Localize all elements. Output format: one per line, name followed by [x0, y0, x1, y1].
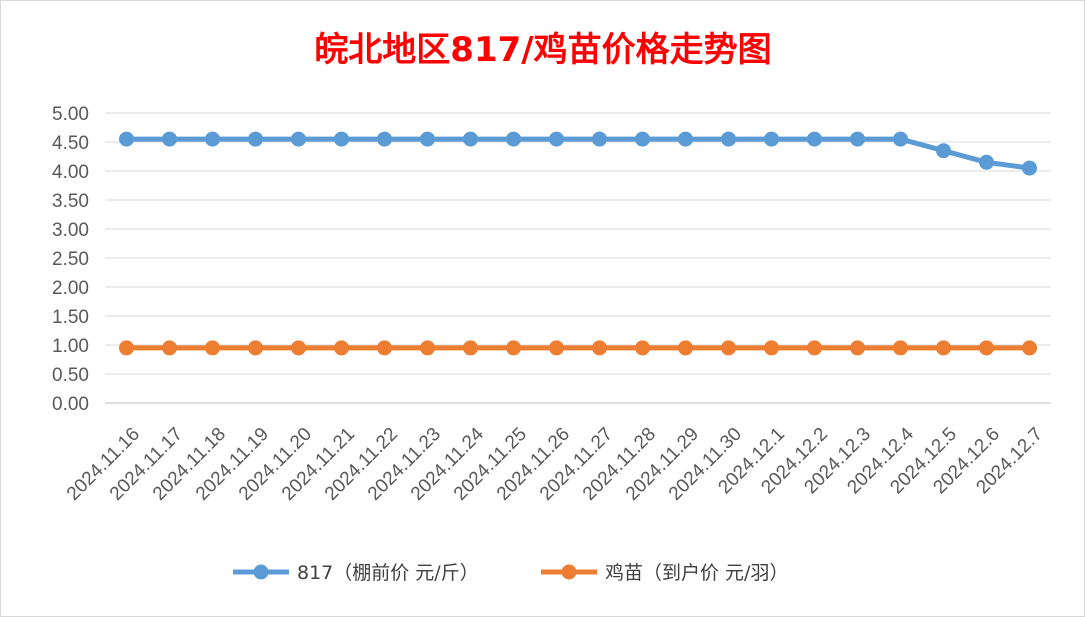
data-point	[893, 131, 908, 147]
data-point	[850, 131, 865, 147]
data-point	[334, 131, 349, 147]
y-tick-label: 3.50	[52, 191, 89, 212]
data-point	[549, 340, 564, 356]
data-point	[764, 131, 779, 147]
data-point	[205, 131, 220, 147]
data-point	[119, 131, 134, 147]
legend-label: 817（棚前价 元/斤）	[297, 562, 479, 584]
data-point	[420, 340, 435, 356]
y-tick-label: 0.50	[52, 365, 89, 386]
series-1	[119, 131, 1037, 176]
y-axis-tick-labels: 0.00 0.50 1.00 1.50 2.00 2.50 3.00 3.50 4.00 4.50…	[52, 104, 89, 415]
y-tick-label: 1.50	[52, 307, 89, 328]
y-tick-label: 1.00	[52, 336, 89, 357]
data-point	[936, 143, 951, 159]
data-point	[377, 340, 392, 356]
data-point	[721, 131, 736, 147]
data-point	[979, 154, 994, 170]
data-point	[807, 131, 822, 147]
data-point	[936, 340, 951, 356]
data-point	[334, 340, 349, 356]
chart-title: 皖北地区817/鸡苗价格走势图	[314, 30, 771, 70]
data-point	[678, 131, 693, 147]
series-line	[126, 136, 1030, 171]
legend-swatch-marker	[253, 564, 269, 580]
data-point	[979, 340, 994, 356]
data-point	[248, 131, 263, 147]
data-point	[463, 131, 478, 147]
data-point	[549, 131, 564, 147]
y-tick-label: 4.50	[52, 133, 89, 154]
y-tick-label: 2.00	[52, 278, 89, 299]
data-point	[635, 340, 650, 356]
data-point	[635, 131, 650, 147]
legend-item: 鸡苗（到户价 元/羽）	[541, 562, 788, 584]
data-point	[506, 340, 521, 356]
data-point	[119, 340, 134, 356]
data-point	[463, 340, 478, 356]
y-tick-label: 5.00	[52, 104, 89, 125]
data-point	[248, 340, 263, 356]
y-tick-label: 0.00	[52, 394, 89, 415]
x-axis-tick-labels: 2024.11.162024.11.172024.11.182024.11.19…	[63, 423, 1047, 504]
data-point	[506, 131, 521, 147]
gridlines	[105, 112, 1051, 404]
y-tick-label: 3.00	[52, 220, 89, 241]
data-point	[162, 340, 177, 356]
data-point	[291, 131, 306, 147]
data-point	[205, 340, 220, 356]
data-point	[1022, 340, 1037, 356]
data-point	[850, 340, 865, 356]
data-point	[1022, 160, 1037, 176]
data-point	[420, 131, 435, 147]
data-point	[807, 340, 822, 356]
data-point	[592, 131, 607, 147]
legend: 817（棚前价 元/斤） 鸡苗（到户价 元/羽）	[233, 562, 788, 584]
data-point	[592, 340, 607, 356]
data-point	[678, 340, 693, 356]
data-point	[721, 340, 736, 356]
series-lines	[119, 131, 1037, 356]
legend-item: 817（棚前价 元/斤）	[233, 562, 479, 584]
data-point	[764, 340, 779, 356]
data-point	[893, 340, 908, 356]
series-2	[119, 340, 1037, 356]
legend-label: 鸡苗（到户价 元/羽）	[605, 562, 788, 584]
y-tick-label: 4.00	[52, 162, 89, 183]
data-point	[377, 131, 392, 147]
data-point	[162, 131, 177, 147]
legend-swatch-marker	[561, 564, 577, 580]
data-point	[291, 340, 306, 356]
y-tick-label: 2.50	[52, 249, 89, 270]
